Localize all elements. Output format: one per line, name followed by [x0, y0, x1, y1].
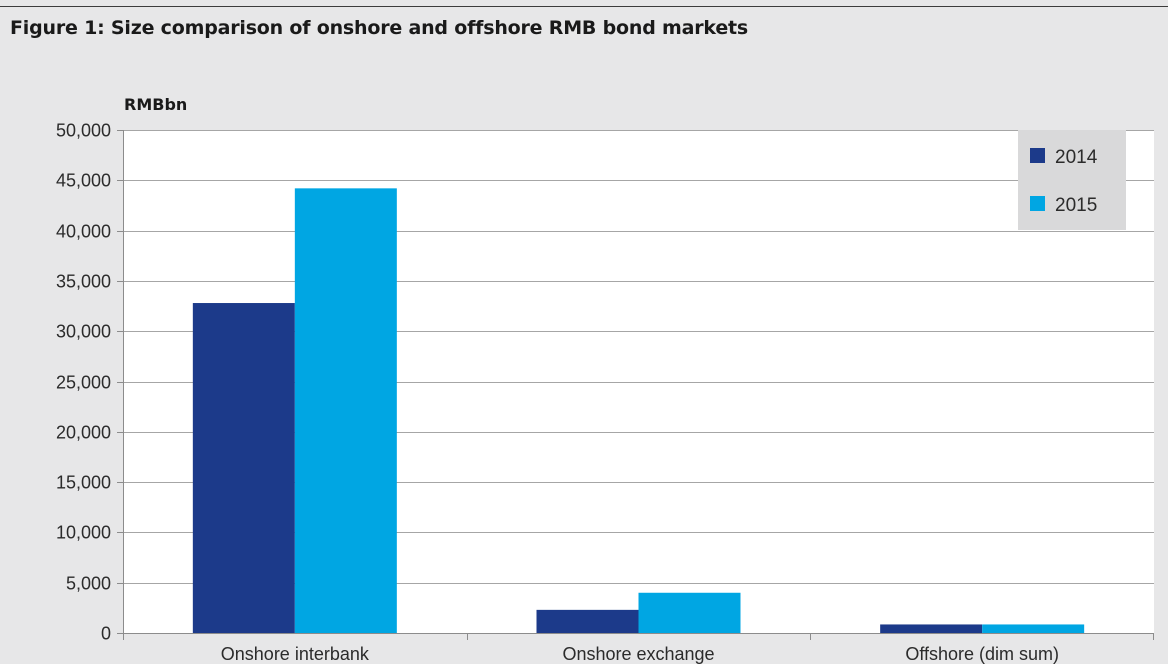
- bar-2015-2: [638, 592, 741, 633]
- y-tick-label: 50,000: [56, 121, 111, 141]
- y-tick-label: 35,000: [56, 272, 111, 292]
- bar-2014-3: [880, 624, 983, 633]
- bar-2014-1: [192, 303, 295, 633]
- bar-2015-1: [294, 188, 397, 633]
- y-tick-label: 25,000: [56, 373, 111, 393]
- legend-label-2015: 2015: [1055, 195, 1097, 216]
- y-tick-label: 10,000: [56, 523, 111, 543]
- y-tick-label: 20,000: [56, 423, 111, 443]
- legend-swatch-2014: [1030, 148, 1045, 163]
- x-tick-label: Offshore (dim sum): [905, 644, 1059, 664]
- y-tick-label: 30,000: [56, 322, 111, 342]
- legend: 2014 2015: [1018, 130, 1126, 230]
- y-tick-label: 15,000: [56, 473, 111, 493]
- y-tick-label: 5,000: [66, 574, 111, 594]
- legend-swatch-2015: [1030, 196, 1045, 211]
- bar-2014-2: [536, 609, 639, 633]
- legend-label-2014: 2014: [1055, 147, 1098, 168]
- figure-title: Figure 1: Size comparison of onshore and…: [10, 17, 749, 39]
- y-tick-label: 0: [101, 624, 111, 644]
- y-tick-label: 45,000: [56, 171, 111, 191]
- x-tick-label: Onshore interbank: [221, 644, 370, 664]
- bar-2015-3: [982, 624, 1085, 633]
- top-rule: [0, 6, 1168, 7]
- y-axis-label: RMBbn: [124, 95, 187, 114]
- legend-box: [1018, 130, 1126, 230]
- y-tick-label: 40,000: [56, 222, 111, 242]
- x-tick-label: Onshore exchange: [562, 644, 714, 664]
